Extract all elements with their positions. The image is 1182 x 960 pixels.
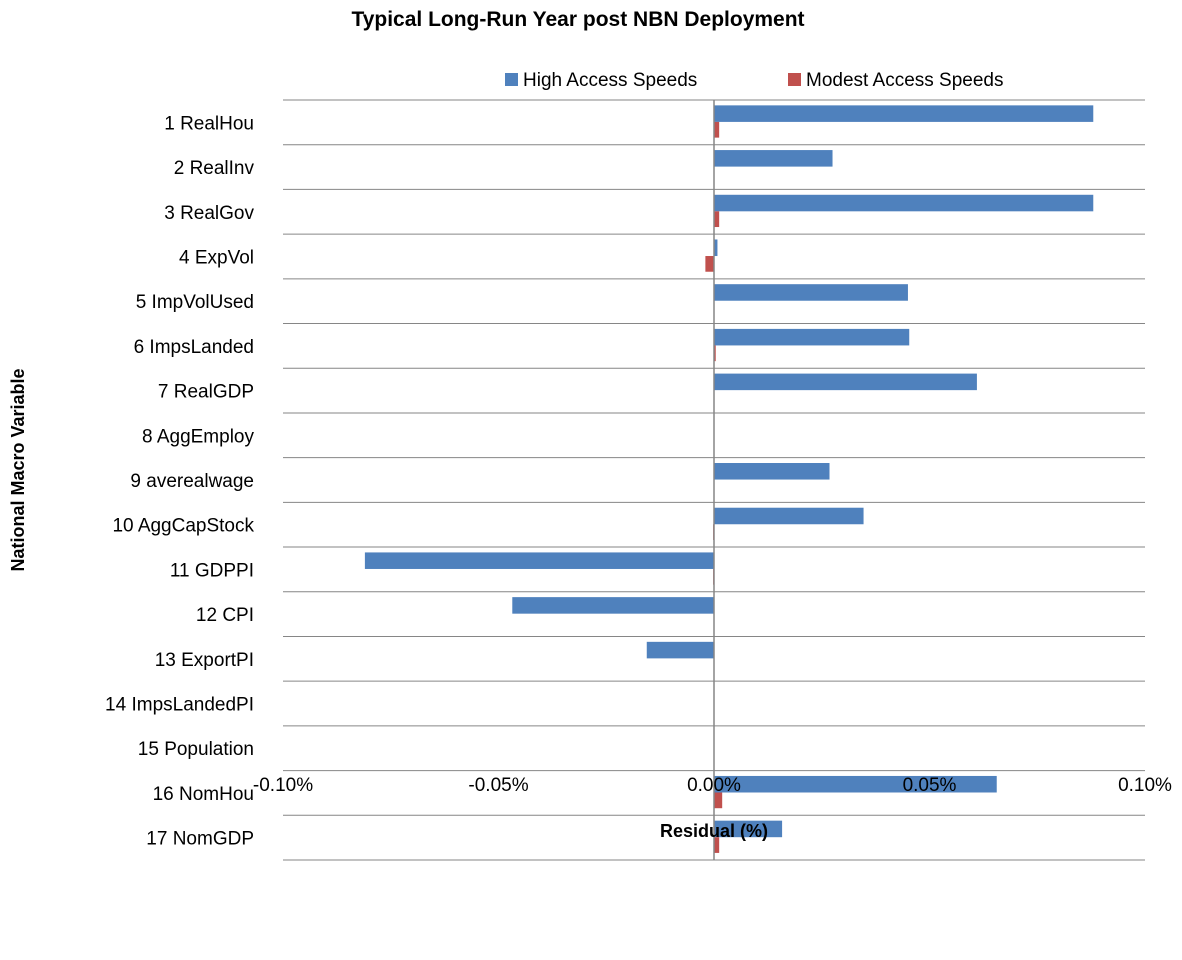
bar-high-access [714,373,977,391]
bar-high-access [512,597,714,614]
category-label: 6 ImpsLanded [134,337,254,358]
category-label: 10 AggCapStock [112,516,254,537]
bar-high-access [714,328,910,346]
category-label: 3 RealGov [164,203,254,224]
category-label: 12 CPI [196,605,254,626]
bar-modest-access [705,256,714,272]
bar-high-access [364,552,714,569]
bar-high-access [714,820,783,838]
bar-high-access [714,239,718,257]
category-label: 11 GDPPI [170,560,254,581]
category-label: 17 NomGDP [146,829,254,850]
x-tick-label: 0.00% [687,775,741,796]
legend: High Access Speeds Modest Access Speeds [505,70,1004,91]
bar-high-access [646,641,714,659]
category-label: 1 RealHou [164,113,254,134]
x-tick-label: 0.05% [903,775,957,796]
legend-label-modest: Modest Access Speeds [806,70,1004,91]
category-label: 14 ImpsLandedPI [105,695,254,716]
legend-swatch-high [505,73,518,86]
bars [364,105,1094,853]
bar-high-access [714,194,1094,212]
bar-high-access [714,105,1094,122]
category-label: 5 ImpVolUsed [136,292,254,313]
bar-modest-access [714,121,720,138]
bar-high-access [714,463,830,480]
x-tick-label: -0.10% [253,775,313,796]
category-label: 15 Population [138,739,254,760]
y-axis-title: National Macro Variable [8,368,28,571]
category-labels: 1 RealHou 2 RealInv 3 RealGov 4 ExpVol 5 Imp… [105,113,254,849]
category-label: 9 averealwage [130,471,254,492]
category-label: 13 ExportPI [155,650,254,671]
bar-modest-access [714,792,723,809]
bar-modest-access [714,837,720,853]
bar-modest-access [714,211,720,228]
bar-high-access [714,775,997,793]
x-axis-title: Residual (%) [660,821,768,841]
x-tick-label: 0.10% [1118,775,1172,796]
legend-swatch-modest [788,73,801,86]
bar-high-access [714,284,908,301]
x-tick-labels: -0.10% -0.05% 0.00% 0.05% 0.10% [253,775,1172,796]
category-label: 16 NomHou [153,784,254,805]
category-label: 2 RealInv [174,158,255,179]
x-tick-label: -0.05% [468,775,528,796]
chart-title: Typical Long-Run Year post NBN Deploymen… [351,8,804,31]
bar-high-access [714,150,833,167]
legend-label-high: High Access Speeds [523,70,697,91]
category-label: 8 AggEmploy [142,426,254,447]
category-label: 7 RealGDP [158,382,254,403]
category-label: 4 ExpVol [179,247,254,268]
bar-high-access [714,507,864,525]
bar-modest-access [714,345,716,362]
